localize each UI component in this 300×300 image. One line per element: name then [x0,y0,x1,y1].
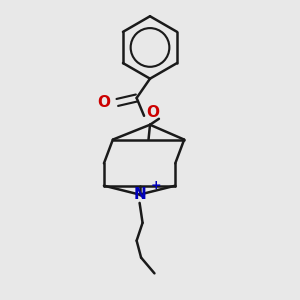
Text: O: O [98,95,110,110]
Text: +: + [151,179,161,192]
Text: N: N [133,187,146,202]
Text: O: O [146,105,160,120]
